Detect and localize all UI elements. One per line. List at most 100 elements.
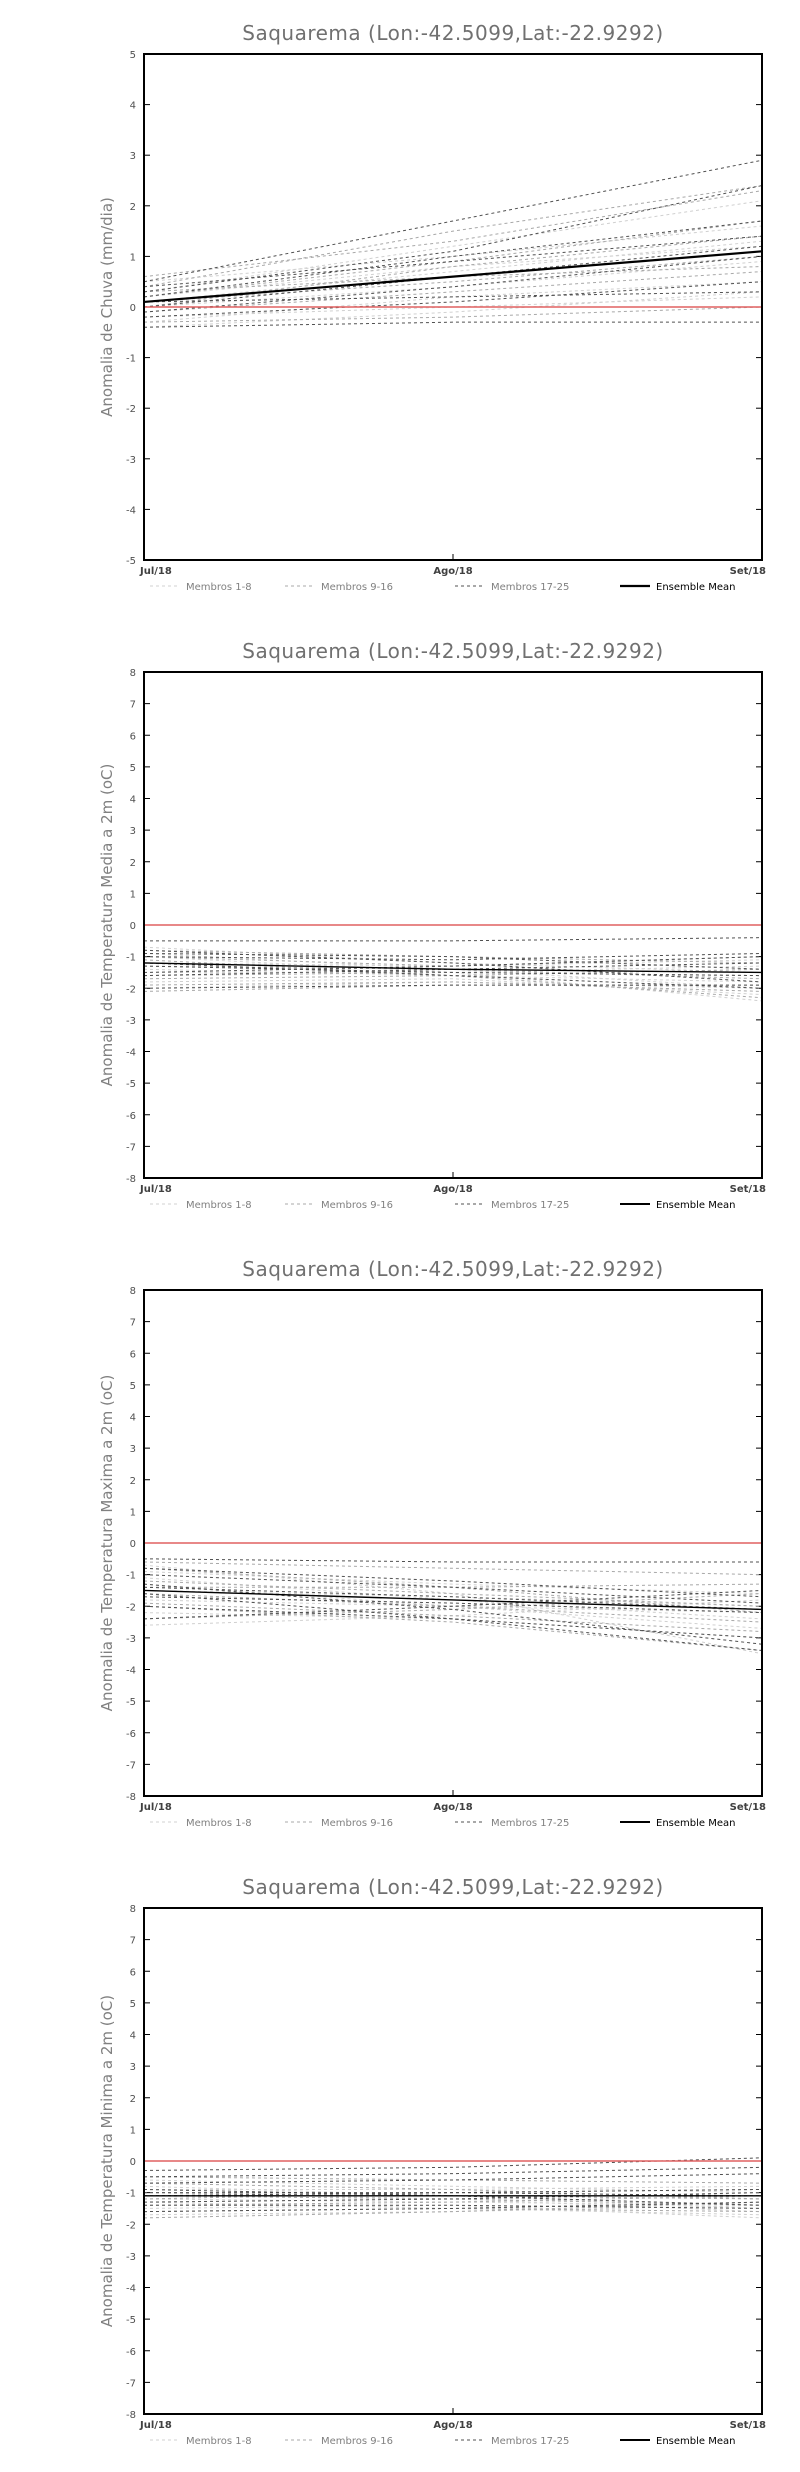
y-tick-label: 6: [130, 731, 136, 742]
series-line-members-1-8: [143, 296, 763, 318]
y-tick-label: -4: [126, 505, 136, 516]
y-tick-label: 1: [130, 889, 136, 900]
series-line-members-9-16: [143, 2176, 763, 2184]
chart-title: Saquarema (Lon:-42.5099,Lat:-22.9292): [242, 21, 664, 45]
series-line-members-1-8: [143, 2198, 763, 2206]
y-tick-label: 0: [130, 303, 136, 314]
x-tick-label: Ago/18: [433, 1802, 472, 1813]
y-tick-label: 2: [130, 1476, 136, 1487]
series-line-members-9-16: [143, 306, 763, 323]
legend-entry: Ensemble Mean: [620, 1818, 735, 1829]
series-line-members-9-16: [143, 2188, 763, 2200]
series-line-members-17-25: [143, 235, 763, 288]
y-tick-label: 2: [130, 202, 136, 213]
y-tick-label: 5: [130, 763, 136, 774]
series-line-members-9-16: [143, 2192, 763, 2200]
y-axis-label: Anomalia de Temperatura Minima a 2m (oC): [98, 1995, 116, 2327]
series-line-ensemble-mean: [143, 250, 763, 304]
series-line-members-1-8: [143, 1570, 763, 1595]
series-line-members-17-25: [143, 321, 762, 328]
legend-entry: Ensemble Mean: [620, 1200, 735, 1211]
x-tick-label: Set/18: [730, 2420, 766, 2431]
series-line-members-17-25: [143, 159, 763, 283]
y-tick-label: -2: [126, 404, 136, 415]
legend-label: Ensemble Mean: [656, 582, 735, 593]
y-tick-label: -8: [126, 1174, 136, 1185]
x-tick-label: Jul/18: [139, 2420, 172, 2431]
series-line-members-17-25: [143, 1605, 763, 1639]
series-line-members-1-8: [143, 952, 763, 989]
y-tick-label: -3: [126, 1634, 136, 1645]
legend-label: Membros 1-8: [186, 2436, 252, 2447]
x-tick-label: Set/18: [730, 1802, 766, 1813]
series-line-members-1-8: [143, 981, 763, 989]
series-line-members-9-16: [143, 1580, 763, 1607]
legend-entry: Membros 17-25: [455, 1200, 569, 1211]
y-tick-label: 8: [130, 1286, 136, 1297]
x-tick-label: Jul/18: [139, 566, 172, 577]
series-line-members-17-25: [143, 1586, 763, 1610]
y-tick-label: 3: [130, 1444, 136, 1455]
series-line-members-1-8: [143, 959, 763, 967]
series-line-members-9-16: [143, 271, 763, 313]
chart-panel-2: Saquarema (Lon:-42.5099,Lat:-22.9292) Ano…: [98, 639, 766, 1211]
series-line-members-17-25: [143, 2173, 763, 2184]
series-line-members-1-8: [143, 1599, 763, 1626]
y-tick-label: 0: [130, 921, 136, 932]
series-line-members-17-25: [143, 245, 763, 308]
legend-entry: Membros 9-16: [285, 582, 393, 593]
legend-label: Ensemble Mean: [656, 1200, 735, 1211]
y-tick-label: 8: [130, 1904, 136, 1915]
chart-title: Saquarema (Lon:-42.5099,Lat:-22.9292): [242, 1875, 664, 1899]
series-line-members-1-8: [143, 291, 763, 328]
y-axis-label: Anomalia de Temperatura Media a 2m (oC): [98, 764, 116, 1087]
y-tick-label: -4: [126, 1048, 136, 1059]
y-tick-label: 3: [130, 826, 136, 837]
y-tick-label: 7: [130, 1318, 136, 1329]
series-line-members-9-16: [143, 190, 763, 278]
plot-frame: [143, 53, 763, 561]
legend-label: Ensemble Mean: [656, 1818, 735, 1829]
series-line-members-17-25: [143, 1589, 763, 1620]
series-line-members-1-8: [143, 281, 763, 323]
series-line-members-9-16: [143, 2182, 763, 2200]
x-tick-label: Set/18: [730, 566, 766, 577]
legend-entry: Membros 1-8: [150, 1818, 252, 1829]
y-tick-label: -2: [126, 1602, 136, 1613]
y-tick-label: 7: [130, 1936, 136, 1947]
series-line-members-9-16: [143, 185, 763, 288]
y-tick-label: 1: [130, 252, 136, 263]
series-line-members-17-25: [143, 1596, 763, 1614]
y-tick-label: 5: [130, 1999, 136, 2010]
y-tick-label: 7: [130, 700, 136, 711]
legend-label: Membros 1-8: [186, 1200, 252, 1211]
y-tick-label: 6: [130, 1967, 136, 1978]
series-line-members-17-25: [143, 984, 762, 989]
y-tick-label: -6: [126, 1729, 136, 1740]
series-line-members-1-8: [144, 965, 763, 973]
series-line-members-9-16: [144, 1583, 763, 1588]
series-line-members-9-16: [143, 984, 762, 992]
series-line-members-1-8: [143, 968, 763, 983]
series-line-members-1-8: [143, 240, 763, 303]
x-tick-label: Jul/18: [139, 1184, 172, 1195]
series-line-ensemble-mean: [143, 962, 763, 974]
chart-panel-1: Saquarema (Lon:-42.5099,Lat:-22.9292) Ano…: [98, 21, 766, 593]
y-tick-label: -3: [126, 455, 136, 466]
chart-title: Saquarema (Lon:-42.5099,Lat:-22.9292): [242, 639, 664, 663]
series-line-members-1-8: [143, 2204, 763, 2216]
series-line-members-17-25: [144, 2188, 763, 2194]
series-line-members-9-16: [143, 971, 763, 977]
y-tick-label: 1: [130, 1507, 136, 1518]
legend-entry: Membros 17-25: [455, 2436, 569, 2447]
series-line-members-9-16: [143, 235, 763, 308]
legend-entry: Ensemble Mean: [620, 2436, 735, 2447]
series-line-members-17-25: [143, 255, 763, 313]
legend-label: Ensemble Mean: [656, 2436, 735, 2447]
series-line-members-9-16: [143, 1561, 763, 1576]
y-axis-label: Anomalia de Temperatura Maxima a 2m (oC): [98, 1375, 116, 1712]
series-line-members-9-16: [143, 1593, 763, 1623]
legend-entry: Membros 9-16: [285, 2436, 393, 2447]
series-line-members-1-8: [143, 1583, 763, 1629]
